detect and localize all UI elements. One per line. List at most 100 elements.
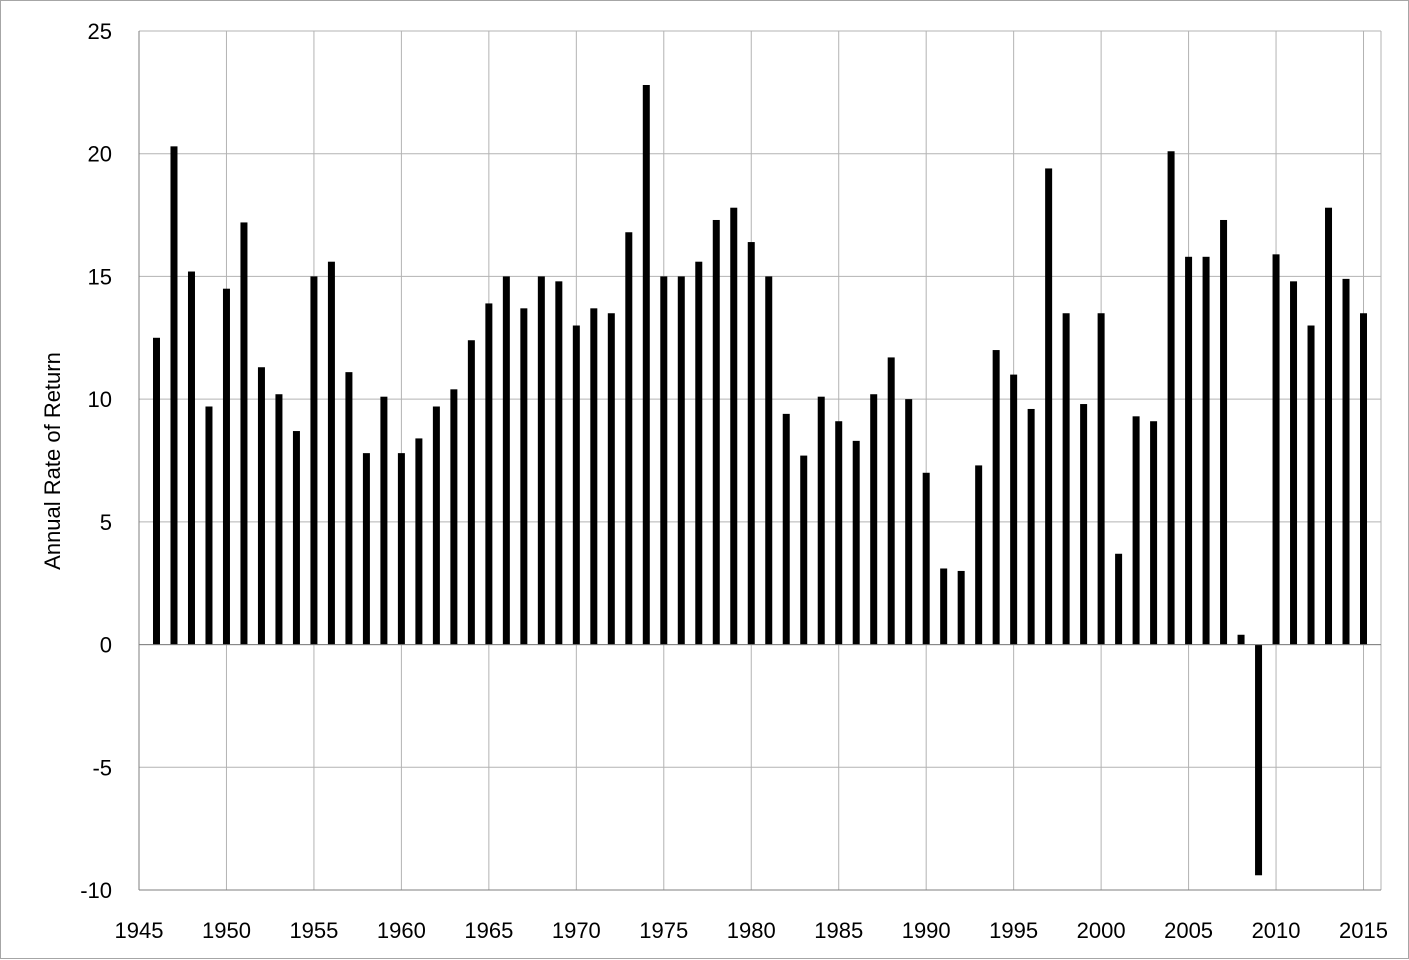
bar [940,568,948,645]
bar [397,453,405,645]
x-tick-label: 1980 [727,918,776,943]
bar [712,219,720,645]
x-tick-label: 1945 [115,918,164,943]
bar [502,276,510,645]
x-tick-labels: 1945 1950 1955 1960 1965 1970 1975 1980 1985 1990… [115,918,1388,943]
bar [292,431,300,645]
x-tick-label: 2005 [1164,918,1213,943]
bar [1080,404,1088,645]
bar [310,276,318,645]
bar [642,84,650,645]
bar [257,367,265,645]
bar [572,325,580,645]
bar [905,399,913,645]
bar [327,261,335,645]
bar [432,406,440,645]
bar [747,242,755,645]
bar [1290,281,1298,645]
x-tick-label: 1985 [814,918,863,943]
bar [555,281,563,645]
bar [975,465,983,645]
bar [1010,374,1018,645]
bar [345,372,353,645]
bar [1360,313,1368,645]
bar [222,288,230,645]
x-tick-label: 2010 [1252,918,1301,943]
bar [870,394,878,645]
gridlines [138,30,1382,891]
bar [1115,553,1123,645]
bar [1237,634,1245,645]
bar [1307,325,1315,645]
bar [660,276,668,645]
bar [957,570,965,645]
bar [1185,256,1193,645]
bar [415,438,423,645]
bar [625,232,633,645]
bar [1272,254,1280,645]
bar [590,308,598,645]
bar [450,389,458,645]
x-tick-label: 1970 [552,918,601,943]
x-tick-label: 1960 [377,918,426,943]
bar [1202,256,1210,645]
bar [362,453,370,645]
bar [782,413,790,645]
bar [852,440,860,645]
bar [1150,421,1158,645]
y-tick-label: 10 [88,387,112,412]
bar [835,421,843,645]
bar [467,340,475,645]
x-tick-label: 1955 [289,918,338,943]
x-tick-label: 2015 [1339,918,1388,943]
x-tick-label: 1950 [202,918,251,943]
bar [380,396,388,645]
bar [1325,207,1333,645]
bar [992,350,1000,645]
y-tick-label: 5 [100,510,112,535]
bar [1220,219,1228,645]
y-axis-label: Annual Rate of Return [40,352,65,570]
bar [170,146,178,645]
bar [730,207,738,645]
y-tick-label: 15 [88,264,112,289]
y-tick-label: 0 [100,633,112,658]
bar [1342,278,1350,645]
x-tick-label: 1975 [639,918,688,943]
bar [817,396,825,645]
bar [205,406,213,645]
bar [240,222,248,645]
x-tick-label: 1995 [989,918,1038,943]
y-tick-label: 25 [88,19,112,44]
bar [1255,644,1263,876]
y-tick-label: -10 [80,878,112,903]
bar [607,313,615,645]
x-tick-label: 2000 [1077,918,1126,943]
bar [1045,168,1053,645]
bar [1062,313,1070,645]
axes [138,31,1381,891]
bar [765,276,773,645]
bar [520,308,528,645]
bar [1027,408,1035,645]
bar [887,357,895,645]
bar [695,261,703,645]
bar [922,472,930,645]
y-tick-label: -5 [92,755,112,780]
x-tick-label: 1965 [464,918,513,943]
bar [152,337,160,645]
bars [152,84,1368,876]
bar [537,276,545,645]
y-tick-labels: 25 20 15 10 5 0 -5 -10 [80,19,112,903]
x-tick-label: 1990 [902,918,951,943]
bar [1097,313,1105,645]
bar [800,455,808,645]
y-tick-label: 20 [88,142,112,167]
bar [275,394,283,645]
bar [1167,151,1175,645]
bar [677,276,685,645]
bar [485,303,493,645]
bar [1132,416,1140,645]
